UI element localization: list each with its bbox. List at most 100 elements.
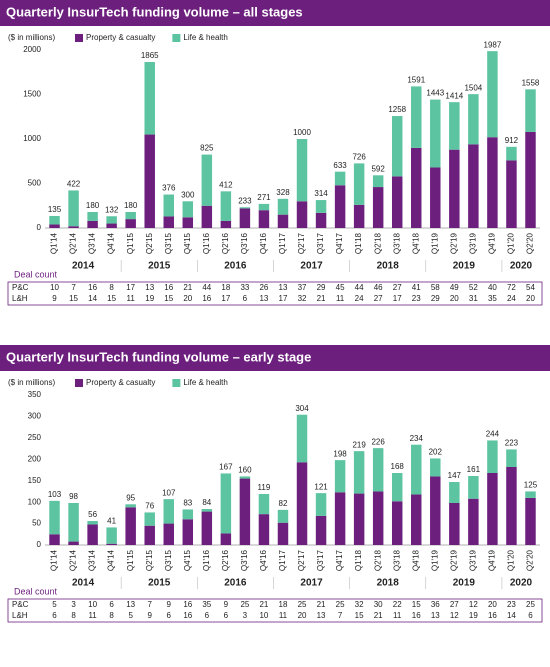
chart-title: Quarterly InsurTech funding volume – ear… xyxy=(6,349,311,364)
bar-segment xyxy=(49,224,60,228)
bar-segment xyxy=(201,511,213,545)
bar-segment xyxy=(68,190,79,227)
x-tick-label: Q4'18 xyxy=(411,549,420,571)
x-tick-label: Q3'16 xyxy=(240,549,249,571)
bar-segment xyxy=(106,223,117,228)
chart-title: Quarterly InsurTech funding volume – all… xyxy=(6,4,303,19)
total-label: 56 xyxy=(88,510,97,519)
unit-label: ($ in millions) xyxy=(8,33,55,42)
total-label: 198 xyxy=(333,449,347,458)
x-tick-label: Q1'18 xyxy=(354,549,363,571)
bar-segment xyxy=(468,476,479,499)
x-tick-label: Q2'14 xyxy=(69,549,78,571)
y-tick-label: 0 xyxy=(37,540,42,549)
bar-segment xyxy=(353,493,365,545)
deal-count: 7 xyxy=(71,283,76,292)
bar-segment xyxy=(220,533,232,545)
total-label: 119 xyxy=(258,483,271,492)
bar-segment xyxy=(182,509,194,520)
bar-segment xyxy=(315,515,327,545)
deal-count: 45 xyxy=(336,283,345,292)
x-tick-label: Q2'16 xyxy=(221,549,230,571)
deal-count: 18 xyxy=(221,283,230,292)
year-label: 2014 xyxy=(72,578,95,589)
x-tick-label: Q3'14 xyxy=(88,549,97,571)
x-tick-label: Q2'18 xyxy=(373,549,382,571)
total-label: 633 xyxy=(333,161,347,170)
bar-segment xyxy=(163,216,174,228)
bar-segment xyxy=(87,524,98,545)
bar-segment xyxy=(125,507,136,545)
y-tick-label: 50 xyxy=(32,519,41,528)
bar-segment xyxy=(239,476,251,479)
bar-segment xyxy=(391,116,403,177)
deal-count: 5 xyxy=(128,611,133,620)
deal-count: 20 xyxy=(298,611,307,620)
year-label: 2017 xyxy=(300,261,323,272)
deal-count: 23 xyxy=(507,600,516,609)
deal-count: 12 xyxy=(450,611,459,620)
bar-segment xyxy=(525,491,536,498)
x-tick-label: Q1'19 xyxy=(430,549,439,571)
x-tick-label: Q2'20 xyxy=(526,232,535,254)
x-tick-label: Q4'15 xyxy=(183,232,192,254)
deal-count: 6 xyxy=(52,611,57,620)
deal-count: 7 xyxy=(147,600,152,609)
bar-segment xyxy=(239,478,251,545)
bar-segment xyxy=(334,171,346,186)
total-label: 98 xyxy=(69,492,78,501)
deal-count: 72 xyxy=(507,283,516,292)
bar-segment xyxy=(163,499,174,524)
deal-count: 13 xyxy=(431,611,440,620)
deal-count: 21 xyxy=(317,294,326,303)
total-label: 376 xyxy=(162,184,176,193)
total-label: 328 xyxy=(276,188,290,197)
x-tick-label: Q1'15 xyxy=(126,232,135,254)
deal-count: 7 xyxy=(338,611,343,620)
deal-count: 11 xyxy=(336,294,345,303)
bar-segment xyxy=(372,187,384,228)
deal-count: 27 xyxy=(393,283,402,292)
year-label: 2018 xyxy=(377,578,400,589)
deal-count: 10 xyxy=(259,611,268,620)
y-tick-label: 0 xyxy=(37,223,42,232)
total-label: 135 xyxy=(48,205,62,214)
deal-count: 8 xyxy=(109,283,114,292)
total-label: 412 xyxy=(219,180,233,189)
bar-segment xyxy=(258,494,270,515)
bar-segment xyxy=(430,167,441,228)
y-tick-label: 150 xyxy=(28,476,42,485)
total-label: 82 xyxy=(279,499,288,508)
bar-segment xyxy=(411,86,422,148)
bar-segment xyxy=(411,147,422,228)
x-tick-label: Q1'17 xyxy=(278,549,287,571)
bar-segment xyxy=(449,482,460,503)
bar-segment xyxy=(125,211,136,220)
deal-count: 15 xyxy=(412,600,421,609)
total-label: 304 xyxy=(295,404,309,413)
total-label: 121 xyxy=(314,482,328,491)
x-tick-label: Q4'18 xyxy=(411,232,420,254)
bar-segment xyxy=(449,503,460,545)
x-tick-label: Q3'15 xyxy=(164,549,173,571)
bar-segment xyxy=(487,440,498,473)
bar-segment xyxy=(49,215,60,225)
deal-count: 10 xyxy=(88,600,97,609)
deal-count: 11 xyxy=(393,611,402,620)
bar-segment xyxy=(430,458,441,477)
deal-count: 41 xyxy=(412,283,421,292)
x-tick-label: Q2'16 xyxy=(221,232,230,254)
deal-count: 5 xyxy=(52,600,57,609)
deal-count: 58 xyxy=(431,283,440,292)
bar-segment xyxy=(220,220,232,228)
bar-segment xyxy=(68,226,79,228)
legend-label: Property & casualty xyxy=(86,378,155,387)
deal-count-label: Deal count xyxy=(14,269,58,279)
bar-segment xyxy=(277,214,289,228)
legend-swatch xyxy=(172,379,181,387)
year-label: 2020 xyxy=(510,578,533,589)
total-label: 1865 xyxy=(141,51,159,60)
bar-segment xyxy=(258,203,270,211)
total-label: 167 xyxy=(219,463,233,472)
deal-count: 9 xyxy=(167,600,172,609)
